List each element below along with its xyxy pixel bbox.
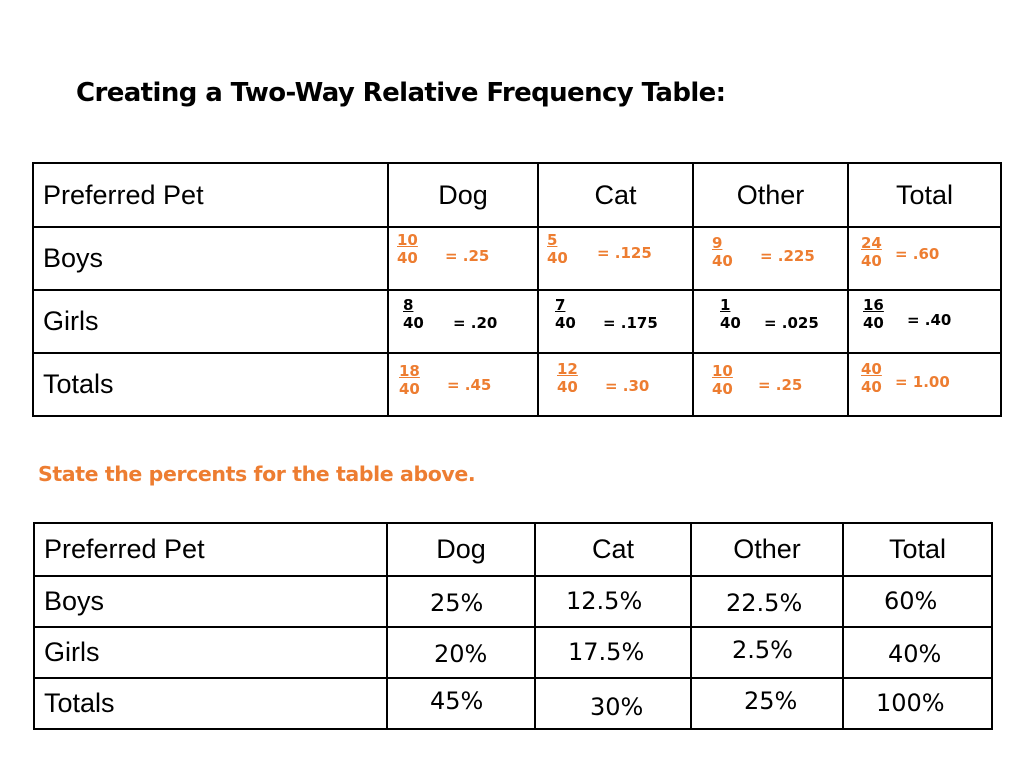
- percent-cell: 22.5%: [690, 575, 844, 628]
- header-cat: Cat: [537, 162, 694, 228]
- table-row-totals: Totals 18 40 = .45 12 40 = .30 10 40 = .25 …: [32, 352, 1002, 417]
- frequency-table: Preferred Pet Dog Cat Other Total Boys 1…: [32, 162, 1002, 417]
- percent-cell: 100%: [842, 677, 993, 730]
- percent-cell: 45%: [386, 677, 536, 730]
- percent-cell: 30%: [534, 677, 692, 730]
- fraction: 7 40: [555, 296, 576, 332]
- decimal-value: = .225: [760, 247, 815, 265]
- decimal-value: = .25: [758, 376, 803, 394]
- fraction: 40 40: [861, 360, 882, 396]
- header-other: Other: [690, 522, 844, 577]
- fraction: 9 40: [712, 234, 733, 270]
- row-label-totals: Totals: [32, 352, 389, 417]
- header-other: Other: [692, 162, 849, 228]
- fraction: 24 40: [861, 234, 882, 270]
- decimal-value: = 1.00: [895, 373, 950, 391]
- fraction-cell: 9 40 = .225: [692, 226, 849, 291]
- table-header-row: Preferred Pet Dog Cat Other Total: [33, 522, 993, 577]
- percent-cell: 25%: [386, 575, 536, 628]
- header-dog: Dog: [387, 162, 539, 228]
- fraction: 5 40: [547, 231, 568, 267]
- table-header-row: Preferred Pet Dog Cat Other Total: [32, 162, 1002, 228]
- fraction: 12 40: [557, 360, 578, 396]
- fraction: 1 40: [720, 296, 741, 332]
- fraction: 10 40: [397, 231, 418, 267]
- percent-cell: 17.5%: [534, 626, 692, 679]
- decimal-value: = .175: [603, 314, 658, 332]
- table-row-girls: Girls 20% 17.5% 2.5% 40%: [33, 626, 993, 679]
- table-row-boys: Boys 10 40 = .25 5 40 = .125 9 40 = .225 24…: [32, 226, 1002, 291]
- header-preferred-pet: Preferred Pet: [33, 522, 388, 577]
- fraction-cell: 18 40 = .45: [387, 352, 539, 417]
- decimal-value: = .25: [445, 247, 490, 265]
- percent-table: Preferred Pet Dog Cat Other Total Boys 2…: [33, 522, 993, 730]
- decimal-value: = .025: [764, 314, 819, 332]
- fraction-cell: 10 40 = .25: [387, 226, 539, 291]
- fraction-cell: 24 40 = .60: [847, 226, 1002, 291]
- slide-title: Creating a Two-Way Relative Frequency Ta…: [76, 78, 726, 108]
- decimal-value: = .20: [453, 314, 498, 332]
- fraction: 18 40: [399, 362, 420, 398]
- fraction-cell: 5 40 = .125: [537, 226, 694, 291]
- header-preferred-pet: Preferred Pet: [32, 162, 389, 228]
- decimal-value: = .45: [447, 376, 492, 394]
- percent-cell: 12.5%: [534, 575, 692, 628]
- fraction-cell: 16 40 = .40: [847, 289, 1002, 354]
- decimal-value: = .40: [907, 311, 952, 329]
- fraction-cell: 8 40 = .20: [387, 289, 539, 354]
- percent-cell: 25%: [690, 677, 844, 730]
- table-row-girls: Girls 8 40 = .20 7 40 = .175 1 40 = .025 16…: [32, 289, 1002, 354]
- fraction-cell: 1 40 = .025: [692, 289, 849, 354]
- percent-cell: 20%: [386, 626, 536, 679]
- fraction-cell: 40 40 = 1.00: [847, 352, 1002, 417]
- row-label-totals: Totals: [33, 677, 388, 730]
- percent-cell: 60%: [842, 575, 993, 628]
- header-cat: Cat: [534, 522, 692, 577]
- fraction: 8 40: [403, 296, 424, 332]
- table-row-totals: Totals 45% 30% 25% 100%: [33, 677, 993, 730]
- row-label-girls: Girls: [33, 626, 388, 679]
- percent-cell: 2.5%: [690, 626, 844, 679]
- fraction: 10 40: [712, 362, 733, 398]
- fraction: 16 40: [863, 296, 884, 332]
- header-dog: Dog: [386, 522, 536, 577]
- fraction-cell: 7 40 = .175: [537, 289, 694, 354]
- row-label-boys: Boys: [32, 226, 389, 291]
- instruction-text: State the percents for the table above.: [38, 462, 476, 486]
- percent-cell: 40%: [842, 626, 993, 679]
- header-total: Total: [842, 522, 993, 577]
- fraction-cell: 12 40 = .30: [537, 352, 694, 417]
- decimal-value: = .125: [597, 244, 652, 262]
- decimal-value: = .60: [895, 245, 940, 263]
- row-label-boys: Boys: [33, 575, 388, 628]
- decimal-value: = .30: [605, 377, 650, 395]
- table-row-boys: Boys 25% 12.5% 22.5% 60%: [33, 575, 993, 628]
- fraction-cell: 10 40 = .25: [692, 352, 849, 417]
- header-total: Total: [847, 162, 1002, 228]
- row-label-girls: Girls: [32, 289, 389, 354]
